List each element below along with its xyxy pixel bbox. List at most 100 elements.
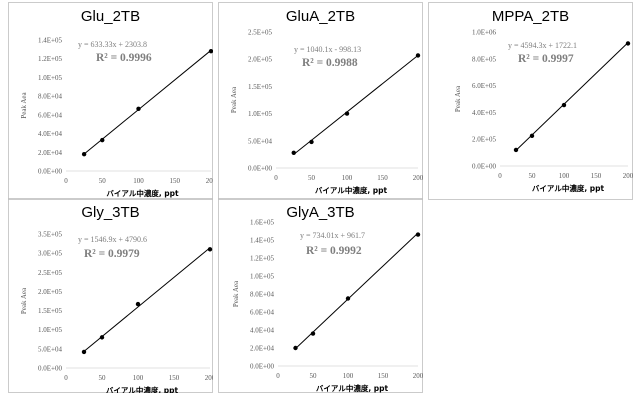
y-tick-label: 2.5E+05 (248, 29, 272, 37)
y-tick-label: 2.0E+04 (250, 345, 274, 353)
y-tick-label: 2.0E+04 (38, 149, 62, 157)
r-squared-label: R² = 0.9979 (84, 248, 140, 260)
x-tick-label: 0 (274, 174, 278, 182)
y-tick-label: 1.0E+06 (472, 29, 496, 37)
y-tick-label: 3.5E+05 (38, 231, 62, 239)
data-point (207, 247, 213, 252)
y-axis-label: Peak Aea (454, 85, 462, 112)
chart-frame (218, 2, 423, 200)
x-tick-label: 0 (276, 372, 280, 380)
chart-title: GlyA_3TB (286, 204, 354, 221)
x-tick-label: 100 (133, 374, 144, 382)
chart-title: MPPA_2TB (492, 8, 569, 25)
y-tick-label: 2.5E+05 (38, 269, 62, 277)
x-tick-label: 50 (310, 372, 318, 380)
data-point (529, 133, 535, 139)
data-point (99, 335, 105, 340)
trendline-equation: y = 4594.3x + 1722.1 (508, 41, 577, 50)
chart-title: Gly_3TB (81, 204, 139, 221)
data-point (561, 102, 567, 108)
x-tick-label: 150 (169, 374, 180, 382)
y-tick-label: 5.0E+04 (248, 137, 272, 145)
y-tick-label: 1.2E+05 (38, 55, 62, 63)
x-tick-label: 50 (529, 172, 537, 180)
trendline-equation: y = 1546.9x + 4790.6 (78, 235, 147, 244)
r-squared-label: R² = 0.9992 (306, 245, 362, 257)
data-point (513, 147, 519, 153)
x-tick-label: 150 (377, 174, 388, 182)
data-point (293, 345, 298, 351)
trendline (83, 49, 212, 155)
x-axis-label: バイアル中濃度, ppt (315, 185, 388, 195)
calibration-chart-5: GlyA_3TB 0.0E+00 2.0E+04 4.0E+04 6.0E+04 8.0E… (218, 198, 423, 393)
trendline-equation: y = 734.01x + 961.7 (300, 231, 365, 240)
x-tick-label: 200 (413, 174, 423, 182)
y-tick-label: 1.2E+05 (250, 255, 274, 263)
x-tick-label: 200 (205, 374, 213, 382)
trendline (295, 232, 419, 349)
y-tick-label: 2.0E+05 (38, 288, 62, 296)
calibration-chart-2: GluA_2TB 0.0E+00 5.0E+04 1.0E+05 1.5E+05 2.0E… (218, 2, 423, 200)
x-tick-label: 50 (99, 177, 107, 185)
data-point (100, 137, 105, 143)
y-tick-label: 6.0E+04 (38, 111, 62, 119)
y-tick-label: 6.0E+05 (472, 82, 496, 90)
y-axis-label: Peak Aea (20, 287, 28, 314)
chart-title: GluA_2TB (286, 8, 355, 25)
x-tick-label: 0 (498, 172, 502, 180)
y-tick-label: 1.5E+05 (38, 307, 62, 315)
x-tick-label: 0 (64, 177, 68, 185)
y-tick-label: 0.0E+00 (38, 365, 62, 373)
x-axis-label: バイアル中濃度, ppt (316, 383, 389, 393)
data-point (415, 53, 421, 58)
y-tick-label: 4.0E+04 (38, 130, 62, 138)
y-tick-label: 8.0E+05 (472, 55, 496, 63)
x-tick-label: 50 (99, 374, 107, 382)
data-point (136, 106, 141, 111)
x-tick-label: 100 (342, 174, 353, 182)
data-point (291, 150, 296, 155)
y-tick-label: 2.0E+05 (248, 56, 272, 64)
y-tick-label: 1.0E+05 (38, 326, 62, 334)
y-tick-label: 0.0E+00 (250, 363, 274, 371)
x-tick-label: 50 (308, 174, 316, 182)
x-tick-label: 200 (623, 172, 633, 180)
x-tick-label: 100 (343, 372, 354, 380)
y-tick-label: 1.0E+05 (38, 74, 62, 82)
y-axis-label: Peak Aea (230, 86, 238, 113)
y-tick-label: 3.0E+05 (38, 250, 62, 258)
y-tick-label: 4.0E+05 (472, 109, 496, 117)
y-tick-label: 0.0E+00 (248, 165, 272, 173)
x-tick-label: 150 (170, 177, 181, 185)
calibration-chart-4: Gly_3TB 0.0E+00 5.0E+04 1.0E+05 1.5E+05 2.0E+… (8, 198, 213, 393)
y-tick-label: 2.0E+05 (472, 136, 496, 144)
y-tick-label: 4.0E+04 (250, 327, 274, 335)
y-tick-label: 0.0E+00 (472, 163, 496, 171)
x-axis-label: バイアル中濃度, ppt (532, 183, 605, 193)
y-tick-label: 0.0E+00 (38, 168, 62, 176)
y-tick-label: 1.0E+05 (248, 110, 272, 118)
trendline-equation: y = 1040.1x - 998.13 (294, 45, 361, 54)
data-point (81, 349, 87, 355)
chart-frame (8, 2, 213, 200)
data-point (208, 49, 213, 54)
data-point (625, 41, 631, 46)
data-point (309, 139, 314, 145)
r-squared-label: R² = 0.9988 (302, 57, 358, 69)
trendline (293, 54, 419, 155)
y-tick-label: 8.0E+04 (38, 93, 62, 101)
x-tick-label: 150 (378, 372, 389, 380)
r-squared-label: R² = 0.9997 (518, 53, 574, 65)
data-point (345, 296, 351, 301)
x-tick-label: 200 (206, 177, 213, 185)
trendline-equation: y = 633.33x + 2303.8 (78, 40, 147, 49)
y-tick-label: 1.4E+05 (38, 37, 62, 45)
y-tick-label: 1.6E+05 (250, 219, 274, 227)
data-point (415, 232, 421, 237)
trendline (515, 42, 629, 151)
y-axis-label: Peak Aea (20, 91, 28, 118)
data-point (344, 111, 350, 116)
chart-frame (428, 2, 633, 200)
data-point (81, 151, 87, 157)
